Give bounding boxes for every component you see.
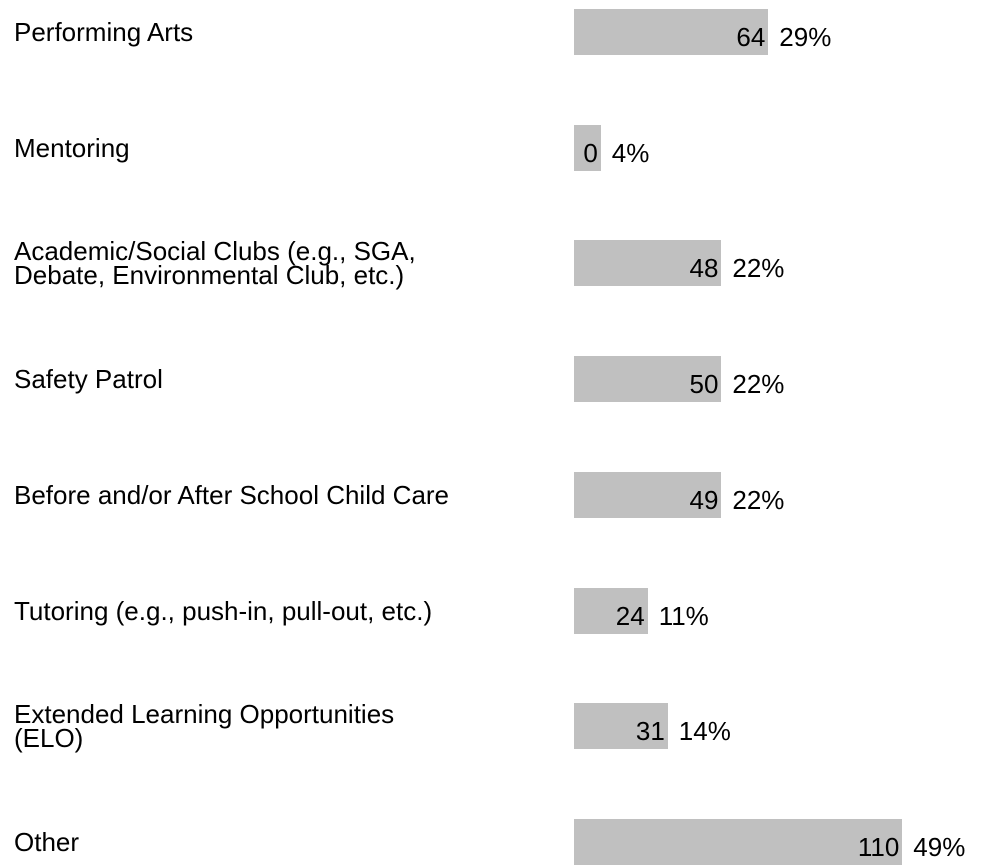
value-label: 50 xyxy=(689,369,719,400)
category-label-line: Academic/Social Clubs (e.g., SGA, xyxy=(14,236,416,267)
percent-label: 4% xyxy=(611,137,650,168)
category-label: Performing Arts xyxy=(14,17,574,47)
bar xyxy=(574,240,722,287)
category-label-line: Before and/or After School Child Care xyxy=(14,479,450,510)
category-label-line: Debate, Environmental Club, etc.) xyxy=(14,260,405,291)
percent-label: 11% xyxy=(658,600,709,631)
bar xyxy=(574,356,722,403)
category-label: Extended Learning Opportunities (ELO) xyxy=(14,699,574,754)
category-label: Mentoring xyxy=(14,132,574,163)
category-label-line: Mentoring xyxy=(14,132,130,163)
percent-label: 14% xyxy=(678,716,731,747)
category-label-line: Safety Patrol xyxy=(14,364,163,395)
category-label-line: Extended Learning Opportunities xyxy=(14,699,395,730)
percent-label: 49% xyxy=(913,831,966,862)
category-label-line: (ELO) xyxy=(14,723,84,754)
percent-label: 22% xyxy=(732,369,785,400)
value-label: 49 xyxy=(689,484,719,515)
value-label: 0 xyxy=(583,137,598,168)
category-label-line: Performing Arts xyxy=(14,17,194,47)
bar xyxy=(574,124,601,171)
percent-label: 29% xyxy=(779,22,832,52)
value-label: 110 xyxy=(857,831,900,862)
category-label: Other xyxy=(14,826,574,857)
percent-label: 22% xyxy=(732,484,785,515)
category-label: Academic/Social Clubs (e.g., SGA, Debate,… xyxy=(14,236,574,291)
category-label-line: Tutoring (e.g., push-in, pull-out, etc.) xyxy=(14,595,433,626)
bar xyxy=(574,703,668,750)
bar xyxy=(574,818,903,865)
bar xyxy=(574,587,648,634)
value-label: 64 xyxy=(736,22,766,52)
category-label: Before and/or After School Child Care xyxy=(14,479,574,510)
percent-label: 22% xyxy=(732,253,785,284)
bar xyxy=(574,9,769,55)
category-label: Safety Patrol xyxy=(14,364,574,395)
value-label: 48 xyxy=(689,253,719,284)
bar xyxy=(574,471,722,518)
value-label: 31 xyxy=(635,716,665,747)
value-label: 24 xyxy=(615,600,645,631)
category-label: Tutoring (e.g., push-in, pull-out, etc.) xyxy=(14,595,574,626)
category-label-line: Other xyxy=(14,826,80,857)
